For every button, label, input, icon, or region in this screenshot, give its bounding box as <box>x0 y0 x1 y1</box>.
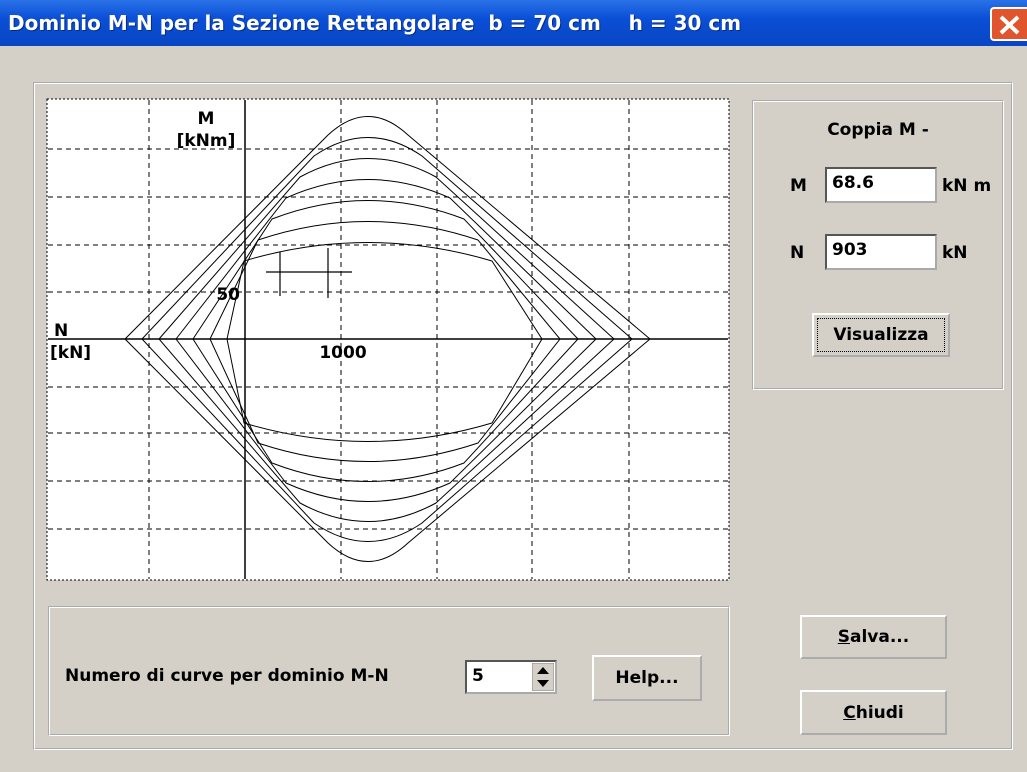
m-label: M <box>790 176 807 196</box>
m-unit: kN m <box>942 176 992 196</box>
m-axis-unit: [kNm] <box>177 131 236 151</box>
n-axis-unit: [kN] <box>50 343 91 363</box>
domain-curve <box>175 179 597 502</box>
domain-curve <box>124 116 651 562</box>
plot: M [kNm] N [kN] 50 1000 <box>46 98 730 581</box>
close-label: Chiudi <box>843 702 904 723</box>
curves <box>124 116 651 562</box>
close-dialog-button[interactable]: Chiudi <box>800 690 947 735</box>
title-bar: Dominio M-N per la Sezione Rettangolare … <box>0 0 1027 46</box>
window-title: Dominio M-N per la Sezione Rettangolare … <box>8 11 742 35</box>
n-axis-label: N <box>54 321 68 341</box>
close-button[interactable] <box>990 7 1027 41</box>
n-unit: kN <box>942 243 968 263</box>
save-label: Salva... <box>837 627 910 647</box>
spinner-arrows[interactable] <box>532 663 554 691</box>
curves-label: Numero di curve per dominio M-N <box>65 666 389 686</box>
frame <box>33 82 1013 750</box>
domain-curve <box>226 242 543 442</box>
domain-curve <box>158 158 615 522</box>
visualize-button[interactable]: Visualizza <box>812 313 950 357</box>
close-icon <box>999 15 1020 35</box>
help-button[interactable]: Help... <box>592 655 702 701</box>
m-tick-label: 50 <box>216 285 240 305</box>
pair-title: Coppia M - <box>827 120 929 140</box>
m-axis-label: M <box>198 109 215 129</box>
m-input[interactable]: 68.6 <box>825 167 937 203</box>
points <box>266 248 352 298</box>
point-cross <box>266 252 308 296</box>
n-label: N <box>790 243 805 263</box>
save-button[interactable]: Salva... <box>800 615 947 659</box>
n-tick-label: 1000 <box>319 343 366 363</box>
domain-curve <box>209 221 561 462</box>
curves-group <box>48 606 730 736</box>
point-cross <box>308 248 352 298</box>
pair-group <box>752 100 1004 390</box>
n-input[interactable]: 903 <box>825 234 937 270</box>
domain-curve <box>192 200 579 482</box>
domain-curve <box>141 137 633 542</box>
